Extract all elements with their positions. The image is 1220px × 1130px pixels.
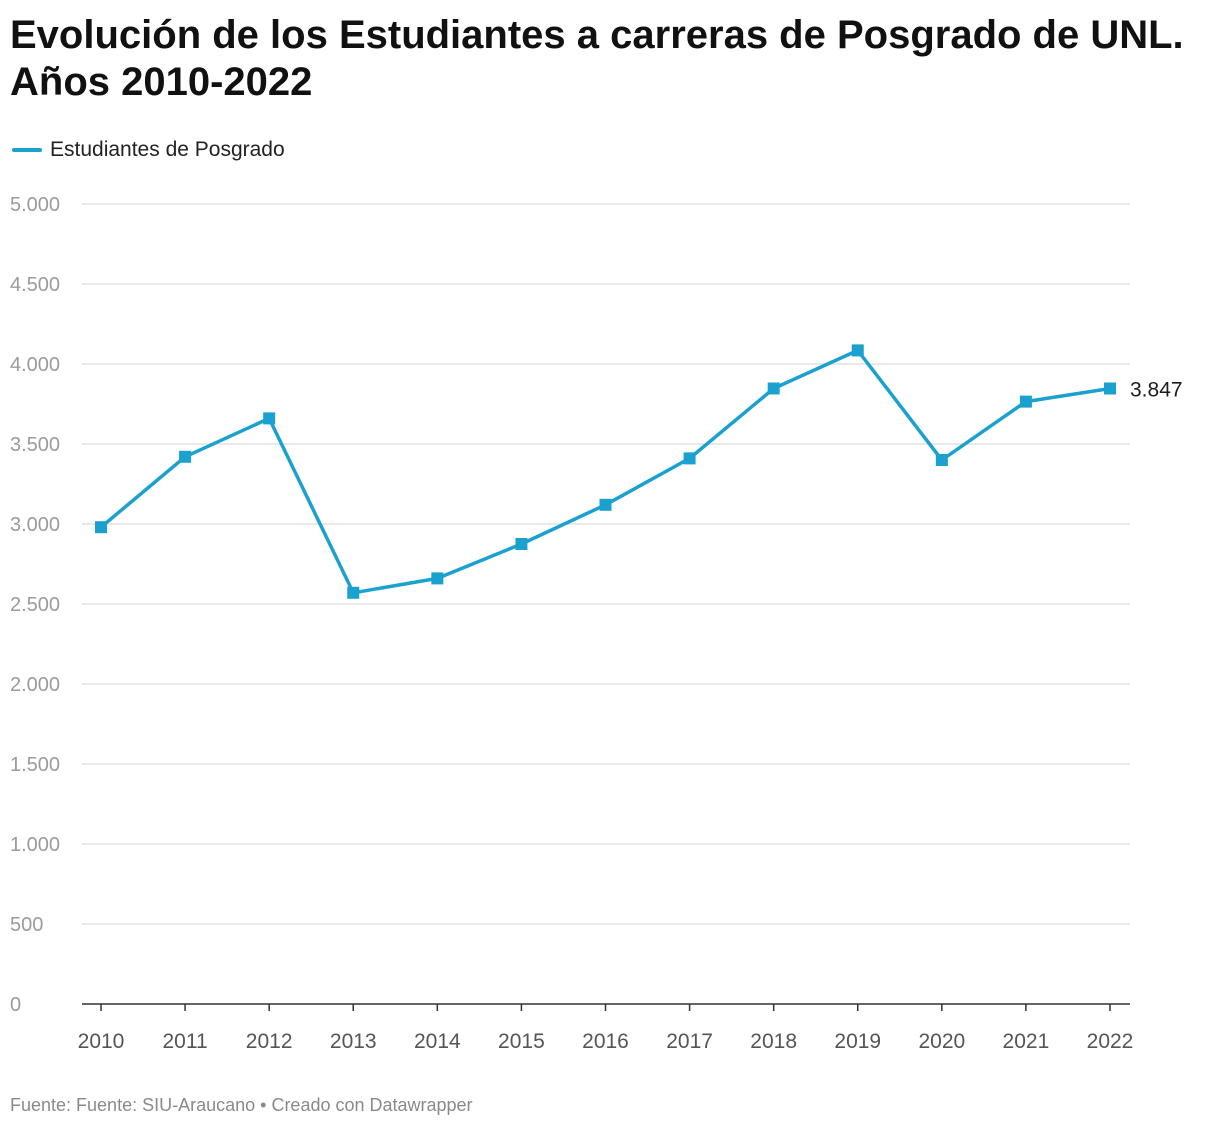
- y-tick-label: 500: [10, 914, 43, 936]
- x-tick-label: 2017: [666, 1030, 713, 1053]
- source-footer: Fuente: Fuente: SIU-Araucano • Creado co…: [10, 1095, 473, 1115]
- y-tick-label: 4.500: [10, 274, 60, 296]
- y-tick-label: 2.500: [10, 594, 60, 616]
- y-tick-label: 5.000: [10, 194, 60, 216]
- end-value-label: 3.847: [1130, 378, 1183, 401]
- y-tick-label: 3.000: [10, 514, 60, 536]
- x-tick-label: 2011: [162, 1030, 207, 1053]
- data-point-2015: [515, 538, 528, 550]
- x-tick-label: 2020: [918, 1030, 965, 1053]
- x-tick-label: 2012: [246, 1030, 293, 1053]
- y-tick-label: 3.500: [10, 434, 60, 456]
- x-tick-label: 2022: [1087, 1030, 1134, 1053]
- data-point-2013: [347, 586, 360, 599]
- x-tick-label: 2013: [330, 1030, 377, 1053]
- x-tick-label: 2010: [78, 1030, 125, 1053]
- series-line-estudiantes-posgrado: [99, 348, 1112, 595]
- y-tick-label: 2.000: [10, 674, 60, 696]
- x-tick-label: 2016: [582, 1030, 629, 1053]
- x-tick-label: 2021: [1003, 1030, 1050, 1053]
- data-point-2016: [599, 498, 612, 511]
- data-point-2020: [935, 454, 948, 466]
- x-tick-label: 2015: [498, 1030, 545, 1053]
- chart-title: Evolución de los Estudiantes a carreras …: [10, 13, 1184, 104]
- x-tick-label: 2014: [414, 1030, 461, 1053]
- y-tick-label: 1.500: [10, 754, 60, 776]
- x-tick-label: 2019: [834, 1030, 881, 1053]
- data-point-2022: [1104, 382, 1116, 395]
- data-point-2018: [767, 382, 780, 395]
- x-tick-label: 2018: [750, 1030, 797, 1053]
- data-point-2012: [263, 412, 276, 425]
- legend-label: Estudiantes de Posgrado: [50, 138, 285, 161]
- y-tick-label: 0: [10, 994, 21, 1016]
- y-tick-label: 4.000: [10, 354, 60, 376]
- data-point-2019: [851, 344, 864, 357]
- data-point-2021: [1019, 395, 1032, 408]
- data-point-2010: [95, 521, 107, 534]
- legend: Estudiantes de Posgrado: [12, 136, 285, 164]
- data-point-2017: [683, 452, 696, 465]
- legend-line-swatch: [12, 148, 42, 152]
- y-tick-label: 1.000: [10, 834, 60, 856]
- data-point-2014: [431, 572, 444, 585]
- data-point-2011: [179, 450, 192, 463]
